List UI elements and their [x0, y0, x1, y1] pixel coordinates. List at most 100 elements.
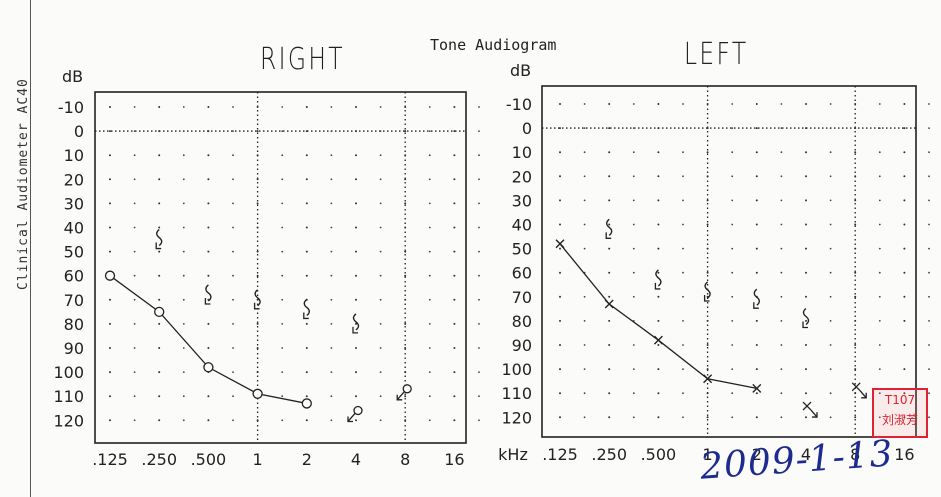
grid-dot [583, 127, 586, 129]
grid-dot [903, 103, 906, 105]
grid-dot [232, 202, 234, 205]
grid-dot [404, 274, 407, 277]
grid-dot [608, 103, 611, 105]
grid-dot [379, 130, 382, 133]
grid-dot [404, 130, 407, 133]
grid-dot [657, 199, 660, 202]
grid-dot [158, 419, 161, 422]
right-ytick-label: 20 [64, 170, 84, 189]
grid-dot [379, 371, 382, 373]
grid-dot [854, 223, 857, 226]
grid-dot [379, 106, 382, 108]
grid-dot [232, 371, 234, 373]
grid-dot [330, 323, 333, 325]
grid-dot [583, 392, 586, 395]
grid-dot [854, 319, 857, 322]
grid-dot [478, 395, 480, 398]
grid-dot [133, 250, 136, 253]
right-bone-marker [352, 313, 360, 334]
grid-dot [281, 274, 284, 277]
grid-dot [682, 103, 684, 105]
grid-dot [281, 395, 284, 398]
right-ytick-label: 30 [64, 194, 84, 213]
grid-dot [256, 347, 259, 349]
right-ytick-label: 70 [64, 291, 84, 310]
grid-dot [805, 127, 807, 130]
grid-dot [133, 226, 136, 229]
grid-dot [133, 202, 136, 205]
grid-dot [780, 127, 783, 129]
grid-dot [780, 103, 783, 105]
grid-dot [207, 419, 210, 422]
grid-dot [232, 347, 234, 349]
grid-dot [755, 392, 758, 395]
stamp-line-2: 刘淑芳 [881, 413, 918, 427]
grid-dot [428, 347, 431, 349]
grid-dot [256, 154, 259, 157]
right-ytick-label: 10 [64, 146, 84, 165]
grid-dot [207, 106, 210, 108]
grid-dot [755, 247, 758, 250]
right-xtick-label: .250 [141, 450, 177, 469]
grid-dot [903, 392, 906, 395]
grid-dot [355, 347, 357, 349]
grid-dot [632, 271, 635, 274]
grid-dot [453, 250, 456, 253]
grid-dot [281, 178, 284, 181]
grid-dot [928, 320, 930, 322]
grid-dot [330, 154, 333, 157]
grid-dot [780, 416, 783, 419]
grid-dot [379, 419, 382, 422]
grid-dot [232, 106, 234, 108]
grid-dot [256, 250, 259, 253]
grid-dot [478, 106, 480, 108]
left-bone-marker [802, 307, 810, 329]
left-xtick-label: 16 [894, 445, 914, 464]
grid-dot [755, 368, 758, 371]
grid-dot [133, 154, 136, 157]
grid-dot [559, 127, 561, 130]
grid-dot [878, 368, 881, 370]
left-chart: -10 0 10 20 30 40 50 60 70 80 90 100 110 120 dB .125 .25… [498, 61, 930, 464]
grid-dot [404, 178, 407, 181]
grid-dot [559, 344, 561, 346]
grid-dot [109, 178, 111, 181]
grid-dot [182, 250, 185, 253]
grid-dot [428, 323, 431, 325]
grid-dot [731, 392, 734, 395]
grid-dot [632, 199, 635, 202]
grid-dot [706, 416, 709, 419]
grid-dot [903, 295, 906, 298]
grid-dot [854, 127, 857, 130]
grid-dot [829, 271, 832, 274]
left-air-point [653, 335, 663, 345]
grid-dot [428, 274, 431, 277]
right-ytick-label: 110 [53, 387, 84, 406]
right-air-point [252, 388, 263, 399]
grid-dot [232, 154, 234, 157]
grid-dot [355, 395, 357, 398]
grid-dot [632, 392, 635, 395]
right-bone-marker [204, 284, 212, 305]
right-no-response-marker [347, 405, 363, 423]
grid-dot [158, 178, 161, 181]
left-ylabel: dB [510, 61, 531, 80]
right-xtick-label: 1 [253, 450, 263, 469]
grid-dot [379, 395, 382, 398]
grid-dot [478, 298, 480, 301]
left-xtick-label: 8 [850, 445, 860, 464]
grid-dot [829, 295, 832, 298]
left-no-response-marker [851, 382, 867, 399]
grid-dot [755, 416, 758, 419]
grid-dot [330, 274, 333, 277]
left-frame [541, 85, 917, 438]
left-ytick-label: 30 [512, 191, 532, 210]
right-air-point [154, 306, 165, 318]
right-chart: -10 0 10 20 30 40 50 60 70 80 90 100 110 120 dB .125 .25… [53, 67, 480, 469]
grid-dot [657, 392, 660, 395]
grid-dot [731, 175, 734, 178]
grid-dot [657, 223, 660, 226]
grid-dot [232, 298, 234, 301]
grid-dot [805, 223, 807, 226]
grid-dot [878, 151, 881, 154]
